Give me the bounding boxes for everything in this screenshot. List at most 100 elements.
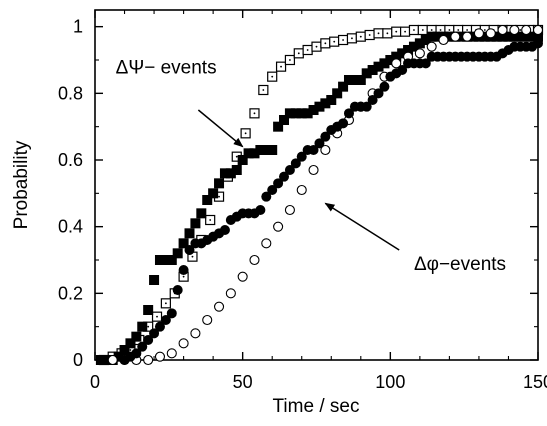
data-point	[432, 31, 443, 42]
data-point	[332, 88, 343, 99]
data-point	[237, 271, 248, 282]
data-point	[149, 275, 160, 285]
data-point-center	[404, 30, 406, 33]
data-point	[479, 31, 490, 42]
data-point	[521, 24, 532, 36]
data-point	[385, 55, 396, 65]
data-point-center	[430, 29, 433, 31]
data-point	[367, 65, 378, 75]
data-point	[190, 328, 201, 339]
data-point	[125, 338, 136, 349]
data-point	[462, 31, 473, 42]
data-point	[414, 48, 425, 59]
data-point	[343, 108, 354, 119]
data-point	[379, 81, 390, 92]
data-point	[273, 221, 284, 232]
data-point	[367, 95, 378, 105]
data-point	[143, 305, 154, 315]
data-point-center	[466, 29, 469, 31]
data-point-center	[421, 29, 424, 31]
data-point	[284, 108, 295, 119]
data-point	[320, 98, 331, 109]
x-tick-label: 0	[90, 372, 100, 392]
data-point	[261, 145, 272, 155]
data-point	[219, 168, 230, 179]
data-point-center	[156, 315, 158, 318]
data-point	[349, 75, 360, 85]
data-point	[509, 24, 520, 36]
data-point	[154, 321, 165, 332]
data-point	[243, 148, 254, 159]
data-point	[296, 151, 307, 162]
series-open-circle	[107, 24, 544, 366]
data-point	[213, 301, 225, 312]
series-filled-square	[95, 31, 543, 365]
annotation-label: Δφ−events	[414, 254, 506, 275]
data-point	[249, 148, 260, 159]
data-point	[320, 144, 331, 156]
data-point	[172, 248, 183, 259]
data-point	[308, 145, 319, 155]
data-point	[154, 255, 165, 265]
annotation-label: ΔΨ− events	[116, 57, 217, 78]
data-point	[119, 345, 130, 355]
annotations: ΔΨ− events Δφ−events	[116, 57, 506, 275]
data-point	[196, 208, 207, 219]
data-point	[515, 31, 526, 42]
data-point	[320, 131, 331, 142]
data-point	[137, 321, 148, 332]
data-point	[190, 218, 201, 229]
data-point	[131, 348, 142, 359]
data-point	[107, 354, 118, 366]
data-point-center	[244, 132, 247, 135]
data-point	[267, 185, 278, 195]
data-point-center	[164, 302, 167, 305]
data-point-center	[413, 29, 415, 31]
y-tick-label: 1	[73, 17, 83, 37]
data-point-center	[351, 37, 353, 40]
data-point-center	[457, 29, 460, 31]
data-point	[373, 88, 384, 99]
data-point	[444, 31, 455, 42]
data-point-center	[297, 52, 300, 55]
data-point	[202, 195, 213, 205]
plot-frame	[94, 9, 539, 361]
data-point	[296, 108, 307, 119]
data-point	[101, 355, 112, 365]
data-point	[302, 108, 313, 119]
data-point-center	[306, 49, 309, 51]
data-point	[379, 58, 390, 69]
data-point	[255, 205, 266, 215]
data-point	[267, 145, 278, 155]
data-point	[308, 105, 319, 115]
y-tick-label: 0.4	[58, 217, 83, 237]
annotation-arrow	[324, 202, 400, 251]
data-point	[527, 31, 538, 42]
data-point	[255, 145, 266, 155]
data-point-center	[235, 155, 238, 158]
data-point	[178, 238, 189, 249]
data-point	[361, 68, 372, 79]
data-point	[237, 155, 248, 165]
data-point	[533, 31, 543, 42]
data-point	[143, 335, 154, 345]
data-point-center	[218, 195, 220, 198]
data-point	[521, 31, 532, 42]
data-point	[284, 204, 295, 216]
tick-labels: 0 50 100 150 0 0.2 0.4 0.6 0.8 1	[58, 17, 547, 392]
data-point	[314, 101, 325, 112]
y-tick-label: 0	[73, 350, 83, 370]
data-point	[408, 41, 419, 52]
data-point	[532, 24, 544, 36]
data-point	[131, 331, 142, 342]
data-point	[308, 164, 319, 176]
data-point	[166, 348, 177, 359]
data-point-center	[129, 349, 132, 351]
data-point	[426, 41, 437, 52]
data-point-center	[271, 75, 274, 78]
data-point-center	[191, 255, 194, 258]
data-point-center	[315, 45, 318, 48]
data-point-center	[280, 65, 282, 68]
data-point	[296, 184, 307, 196]
